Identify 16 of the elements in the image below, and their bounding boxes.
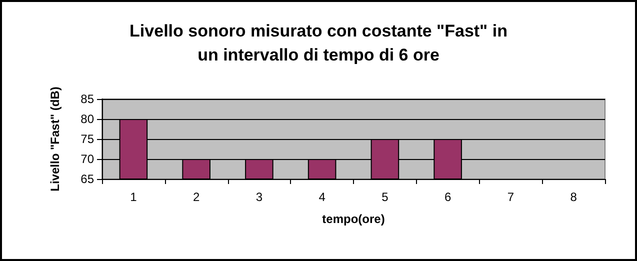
- y-tick-label: 85: [80, 92, 94, 106]
- x-tick-label: 8: [570, 190, 578, 204]
- y-tick-label: 70: [80, 152, 94, 166]
- x-tick-label: 2: [192, 190, 200, 204]
- y-tick-label: 80: [80, 112, 94, 126]
- y-tick-label: 75: [80, 132, 94, 146]
- x-tick-label: 5: [382, 190, 389, 204]
- x-tick-label: 7: [507, 190, 514, 204]
- x-tick-label: 4: [318, 190, 326, 204]
- y-axis-title: Livello "Fast" (dB): [48, 86, 62, 192]
- chart-title: Livello sonoro misurato con costante "Fast" in un intervallo di tempo di 6 ore: [130, 22, 508, 64]
- x-tick-label: 1: [130, 190, 138, 204]
- y-tick-label: 65: [80, 172, 94, 186]
- x-axis-title: tempo(ore): [322, 212, 385, 226]
- x-tick-label: 3: [256, 190, 263, 204]
- x-tick-label: 6: [444, 190, 452, 204]
